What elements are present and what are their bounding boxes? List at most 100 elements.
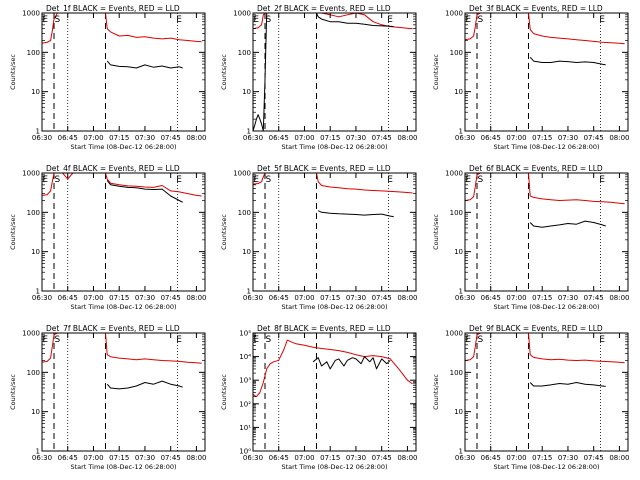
series-line-black [253,13,394,131]
y-tick-label: 100 [27,209,40,217]
y-axis-title: Counts/sec [432,54,440,90]
y-tick-label: 10 [454,88,463,96]
x-tick-label: 07:15 [320,134,340,142]
chart-title: Det_3f BLACK = Events, RED = LLD [469,4,603,13]
x-tick-label: 08:00 [186,134,206,142]
y-axis-title: Counts/sec [432,374,440,410]
x-axis-title: Start Time (08-Dec-12 06:28:00) [493,303,599,311]
event-marker-e: E [599,175,605,185]
chart-title: Det_7f BLACK = Events, RED = LLD [46,324,180,333]
event-marker-e: E [599,335,605,345]
x-tick-label: 07:30 [346,454,366,462]
x-tick-label: 06:30 [32,134,52,142]
y-tick-label: 10 [454,248,463,256]
y-axis-title: Counts/sec [432,214,440,250]
x-tick-label: 06:30 [243,294,263,302]
plot-frame [41,12,206,132]
event-marker-s: S [265,15,271,25]
chart-title: Det_8f BLACK = Events, RED = LLD [257,324,391,333]
x-tick-label: 07:45 [161,454,181,462]
y-tick-label: 10 [31,248,40,256]
event-marker-s: S [54,15,60,25]
y-tick-label: 1000 [22,330,40,338]
x-tick-label: 06:45 [58,294,78,302]
series-line-red [465,173,625,205]
x-tick-label: 06:30 [455,134,475,142]
x-tick-label: 07:15 [109,294,129,302]
y-tick-label: 10 [31,88,40,96]
chart-title: Det_4f BLACK = Events, RED = LLD [46,164,180,173]
y-tick-label: 1 [36,288,40,296]
x-axis-title: Start Time (08-Dec-12 06:28:00) [281,143,387,151]
x-tick-label: 07:15 [109,454,129,462]
plot-frame [252,332,417,452]
event-marker-e: E [599,15,605,25]
chart-title: Det_1f BLACK = Events, RED = LLD [46,4,180,13]
x-tick-label: 07:30 [346,294,366,302]
x-tick-label: 07:15 [320,294,340,302]
event-marker-e: E [387,15,393,25]
x-tick-label: 07:00 [83,134,103,142]
x-tick-label: 06:45 [58,134,78,142]
event-marker-e: E [253,15,259,25]
y-axis-title: Counts/sec [9,374,17,410]
y-tick-label: 1000 [445,330,463,338]
x-tick-label: 07:00 [506,454,526,462]
x-tick-label: 07:45 [372,294,392,302]
x-tick-label: 07:00 [506,134,526,142]
x-tick-label: 06:45 [481,454,501,462]
series-line-red [253,173,413,194]
x-tick-label: 07:30 [135,454,155,462]
y-tick-label: 1 [247,128,251,136]
series-line-red [465,333,625,364]
plot-frame [464,12,629,132]
x-tick-label: 07:00 [294,294,314,302]
x-tick-label: 07:30 [135,294,155,302]
plot-frame [41,172,206,292]
series-line-black [529,382,606,387]
x-tick-label: 06:45 [481,294,501,302]
series-line-black [317,210,394,218]
event-marker-e: E [253,175,259,185]
series-line-red [465,13,625,45]
y-tick-label: 10 [454,408,463,416]
event-marker-e: E [176,15,182,25]
y-tick-label: 10 [242,88,251,96]
y-tick-label: 1 [459,288,463,296]
x-tick-label: 07:45 [372,454,392,462]
x-tick-label: 07:30 [558,454,578,462]
y-tick-label: 1 [36,128,40,136]
x-axis-title: Start Time (08-Dec-12 06:28:00) [70,143,176,151]
x-tick-label: 07:00 [294,454,314,462]
x-tick-label: 08:00 [609,134,629,142]
x-tick-label: 06:45 [481,134,501,142]
x-tick-label: 06:30 [243,134,263,142]
x-tick-label: 07:30 [558,134,578,142]
x-tick-label: 07:00 [294,134,314,142]
y-tick-label: 10 [31,408,40,416]
event-marker-e: E [387,335,393,345]
x-tick-label: 07:15 [109,134,129,142]
y-tick-label: 1000 [445,170,463,178]
y-tick-label: 1000 [233,170,251,178]
x-axis-title: Start Time (08-Dec-12 06:28:00) [70,303,176,311]
x-tick-label: 07:15 [532,454,552,462]
series-line-red [253,339,413,398]
x-tick-label: 07:30 [346,134,366,142]
x-tick-label: 06:45 [269,454,289,462]
series-line-black [106,60,183,69]
y-tick-label: 100 [27,49,40,57]
series-line-black [106,180,183,203]
plot-frame [252,12,417,132]
y-tick-label: 10⁴ [239,353,251,361]
x-tick-label: 06:30 [455,294,475,302]
x-axis-title: Start Time (08-Dec-12 06:28:00) [281,463,387,471]
x-tick-label: 06:45 [269,134,289,142]
y-tick-label: 1000 [22,170,40,178]
chart-title: Det_5f BLACK = Events, RED = LLD [257,164,391,173]
event-marker-e: E [465,175,471,185]
chart-title: Det_9f BLACK = Events, RED = LLD [469,324,603,333]
